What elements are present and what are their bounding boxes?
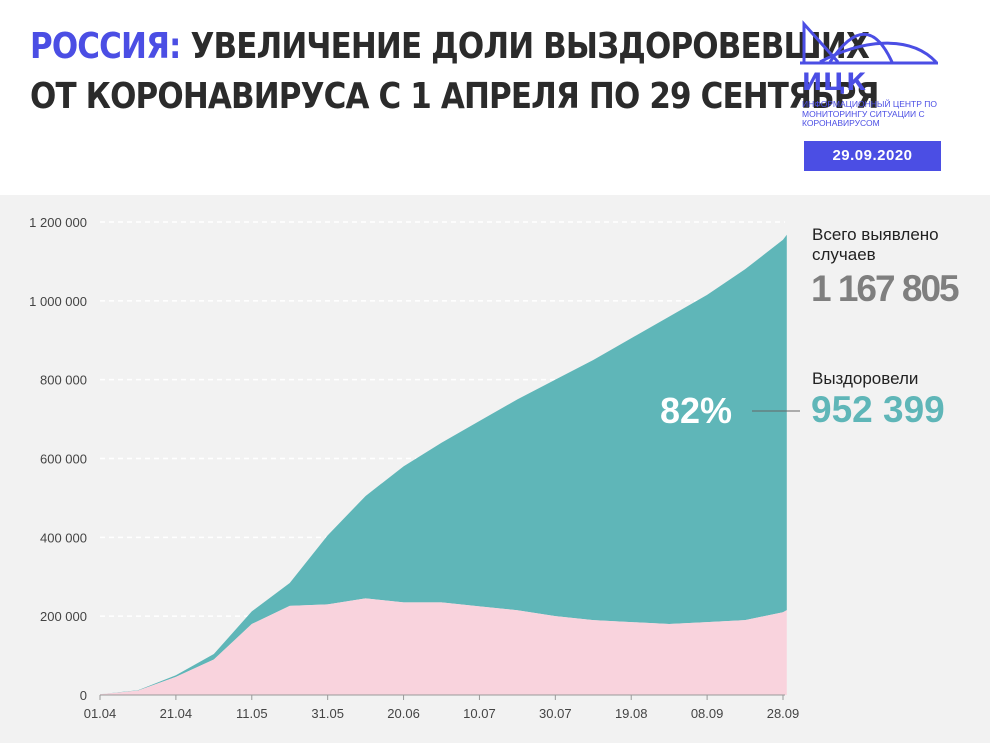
total-label: Всего выявлено случаев <box>812 225 939 264</box>
recovered-share-label: 82% <box>660 390 732 431</box>
y-tick-label: 1 000 000 <box>29 294 87 309</box>
date-badge: 29.09.2020 <box>804 141 941 171</box>
y-tick-label: 800 000 <box>40 373 87 388</box>
y-tick-label: 600 000 <box>40 452 87 467</box>
x-tick-label: 21.04 <box>160 706 193 721</box>
logo-wave-icon <box>800 20 938 65</box>
total-value: 1 167 805 <box>811 268 960 309</box>
recovered-value: 952 399 <box>811 389 945 430</box>
logo-abbr: ИЦК <box>802 68 867 96</box>
y-tick-label: 0 <box>80 688 87 703</box>
title-accent: РОССИЯ: <box>30 26 181 67</box>
logo-subtitle: ИНФОРМАЦИОННЫЙ ЦЕНТР ПО МОНИТОРИНГУ СИТУ… <box>802 99 937 128</box>
x-tick-label: 20.06 <box>387 706 420 721</box>
chart-areas <box>100 234 787 695</box>
y-tick-label: 400 000 <box>40 530 87 545</box>
header: РОССИЯ: УВЕЛИЧЕНИЕ ДОЛИ ВЫЗДОРОВЕВШИХ ОТ… <box>0 0 990 195</box>
chart: 0 200 000 400 000 600 000 800 000 1 000 000 1 … <box>29 215 800 721</box>
y-tick-label: 200 000 <box>40 609 87 624</box>
y-axis: 0 200 000 400 000 600 000 800 000 1 000 000 1 … <box>29 215 87 703</box>
x-tick-label: 30.07 <box>539 706 572 721</box>
x-tick-label: 19.08 <box>615 706 648 721</box>
x-tick-label: 11.05 <box>236 706 268 721</box>
y-tick-label: 1 200 000 <box>29 215 87 230</box>
chart-panel: 0 200 000 400 000 600 000 800 000 1 000 000 1 … <box>0 195 990 743</box>
page-title: РОССИЯ: УВЕЛИЧЕНИЕ ДОЛИ ВЫЗДОРОВЕВШИХ ОТ… <box>30 22 879 122</box>
x-tick-label: 01.04 <box>84 706 117 721</box>
x-axis: 01.04 21.04 11.05 31.05 20.06 10.07 30.07 19.08… <box>84 694 800 721</box>
title-line2: ОТ КОРОНАВИРУСА С 1 АПРЕЛЯ ПО 29 СЕНТЯБР… <box>30 76 879 117</box>
recovered-label: Выздоровели <box>812 369 919 388</box>
logo: ИЦК ИНФОРМАЦИОННЫЙ ЦЕНТР ПО МОНИТОРИНГУ … <box>800 20 950 128</box>
x-tick-label: 08.09 <box>691 706 724 721</box>
title-line1: УВЕЛИЧЕНИЕ ДОЛИ ВЫЗДОРОВЕВШИХ <box>180 26 869 67</box>
x-tick-label: 28.09 <box>767 706 800 721</box>
x-tick-label: 31.05 <box>311 706 344 721</box>
series-active-area <box>100 598 787 695</box>
x-tick-label: 10.07 <box>463 706 496 721</box>
series-recovered-area <box>100 234 787 695</box>
